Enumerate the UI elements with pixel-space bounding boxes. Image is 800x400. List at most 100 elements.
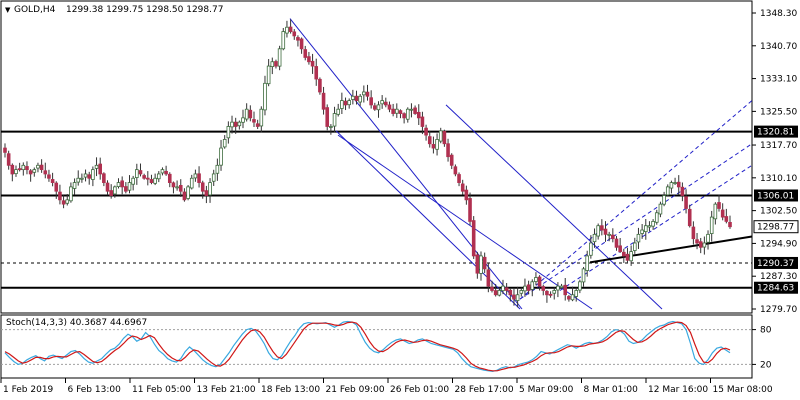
candle-body — [680, 186, 685, 196]
candle-body — [493, 290, 498, 296]
horizontal-levels — [1, 130, 752, 289]
candle-body — [728, 222, 732, 228]
candle-body — [486, 269, 491, 287]
candle-body — [622, 251, 626, 257]
candle-body — [43, 170, 48, 175]
stoch-pane — [0, 314, 753, 379]
candle-body — [215, 164, 220, 174]
candle-body — [149, 179, 154, 183]
stoch-main-line — [4, 320, 731, 373]
candle-body — [438, 130, 443, 142]
candle-body — [39, 164, 44, 171]
y-tick-label: 1340.70 — [760, 42, 797, 52]
candle-body — [713, 203, 718, 220]
candle-body — [10, 164, 15, 175]
candle-body — [288, 26, 293, 32]
candle-body — [303, 49, 308, 58]
candle-body — [603, 228, 608, 235]
candle-body — [457, 174, 461, 183]
candle-body — [497, 290, 502, 296]
candle-body — [632, 242, 637, 251]
candle-body — [387, 104, 392, 110]
candle-body — [548, 293, 553, 296]
candle-body — [475, 254, 480, 274]
x-tick-label: 1 Feb 2019 — [3, 385, 54, 395]
level-price-label: 1306.01 — [757, 191, 794, 201]
candle-body — [72, 182, 77, 189]
candle-body — [281, 31, 286, 50]
candle-body — [142, 175, 146, 179]
x-tick-label: 8 Mar 01:00 — [584, 385, 639, 395]
candle-body — [6, 153, 11, 166]
candle-body — [321, 92, 326, 110]
candle-body — [482, 256, 487, 270]
candle-body — [662, 195, 666, 205]
candle-body — [479, 255, 483, 274]
candle-body — [427, 136, 432, 145]
candle-body — [146, 177, 150, 180]
stoch-signal-line — [4, 321, 731, 372]
candle-body — [384, 101, 388, 106]
x-tick-label: 26 Feb 01:00 — [390, 385, 449, 395]
candle-body — [720, 209, 725, 218]
candle-body — [233, 121, 238, 127]
candle-body — [135, 169, 139, 178]
dropdown-triangle-icon[interactable]: ▼ — [5, 6, 11, 14]
candle-body — [673, 182, 677, 184]
up-channel-lower — [559, 164, 753, 291]
candle-body — [3, 147, 7, 153]
candle-body — [567, 296, 571, 300]
candle-body — [358, 95, 362, 103]
candle-body — [255, 123, 260, 127]
symbol-label: GOLD,H4 — [14, 5, 56, 15]
candle-body — [468, 198, 472, 222]
candle-body — [102, 173, 106, 183]
candle-body — [211, 173, 216, 182]
candle-body — [343, 100, 348, 106]
candle-body — [651, 221, 655, 227]
candle-body — [391, 108, 395, 114]
candle-body — [17, 168, 22, 171]
candle-body — [362, 91, 366, 96]
candle-body — [647, 225, 652, 228]
candle-body — [365, 91, 370, 97]
candle-body — [508, 289, 513, 296]
down-channel-outer — [445, 104, 663, 310]
x-tick-label: 18 Feb 13:00 — [261, 385, 320, 395]
candle-body — [464, 189, 469, 201]
candle-body — [80, 177, 84, 180]
candle-body — [61, 200, 66, 205]
y-tick-label: 1333.10 — [760, 75, 797, 85]
candle-body — [58, 191, 62, 201]
candle-body — [596, 225, 600, 237]
candle-body — [717, 202, 721, 209]
candle-body — [431, 144, 436, 149]
candle-body — [545, 290, 549, 296]
candle-body — [263, 82, 267, 111]
candle-body — [556, 285, 560, 291]
candle-body — [219, 147, 223, 166]
candle-body — [698, 241, 703, 248]
candle-body — [83, 173, 88, 178]
candle-body — [296, 37, 300, 41]
candle-body — [501, 285, 505, 292]
candle-body — [200, 182, 205, 192]
candle-body — [222, 139, 227, 148]
y-tick-label: 1325.50 — [760, 107, 797, 117]
level-price-label: 1284.63 — [757, 284, 794, 294]
candle-body — [138, 170, 143, 175]
candle-body — [658, 203, 663, 215]
candle-body — [709, 216, 714, 234]
candle-body — [581, 268, 586, 283]
candle-body — [625, 253, 630, 261]
candle-body — [611, 234, 615, 240]
candle-body — [76, 177, 81, 183]
candle-body — [636, 233, 641, 243]
candle-body — [318, 78, 322, 93]
candle-body — [394, 108, 399, 114]
candle-body — [614, 238, 619, 248]
candle-body — [589, 242, 593, 256]
candle-body — [274, 61, 278, 67]
candle-body — [592, 233, 597, 243]
